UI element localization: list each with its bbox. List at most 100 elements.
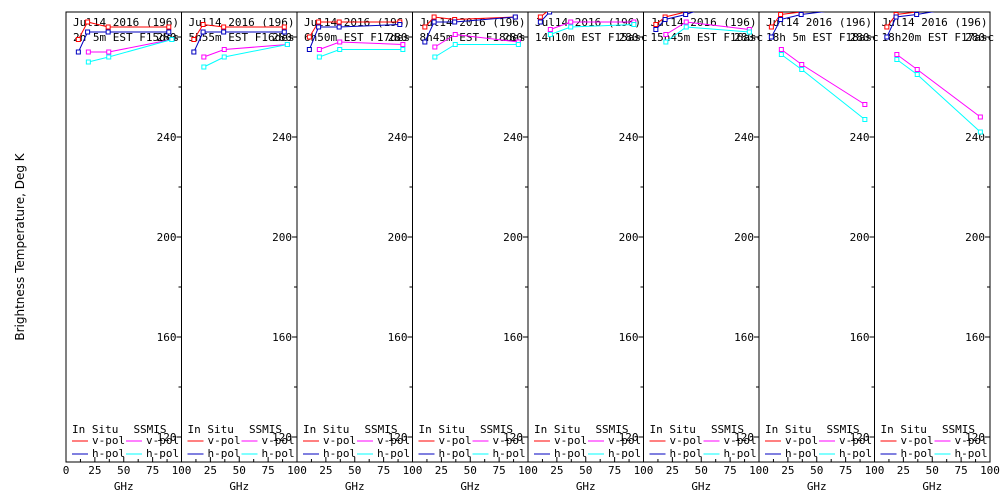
y-tick-label: 200 [734,231,754,244]
y-tick-label: 200 [965,231,985,244]
legend-label: h-pol [323,447,356,460]
panel-subtitle: 8h45m EST F18des [420,31,526,44]
legend-label: h-pol [262,447,295,460]
data-point-insitu_h [884,34,890,40]
y-axis-label: Brightness Temperature, Deg K [13,152,27,340]
data-point-ssmis_v [547,27,553,32]
y-tick-label: 120 [965,431,985,444]
series-line-insitu_h [193,31,285,53]
data-point-insitu_h [281,29,287,35]
data-point-insitu_v [221,24,227,30]
data-point-ssmis_h [432,54,438,60]
data-point-insitu_v [306,34,312,40]
y-tick-label: 120 [272,431,292,444]
data-point-ssmis_h [547,32,553,37]
legend-label: v-pol [955,434,988,447]
data-point-insitu_v [768,24,774,30]
y-tick-label: 160 [734,331,754,344]
series-line-insitu_h [308,24,400,50]
series-line-insitu_v [308,21,400,38]
data-point-insitu_h [653,27,659,32]
series-line-insitu_v [77,21,169,40]
data-point-ssmis_h [106,54,112,60]
panel-subtitle: 5h55m EST F16des [189,31,295,44]
legend-label: h-pol [955,447,988,460]
data-point-insitu_v [85,19,91,25]
x-axis-label: GHz [229,480,249,493]
x-tick-label: 75 [493,464,506,477]
x-tick-label: 75 [724,464,737,477]
y-tick-label: 160 [619,331,639,344]
data-point-ssmis_v [400,42,406,47]
x-axis-label: GHz [345,480,365,493]
y-tick-label: 160 [503,331,523,344]
series-line-ssmis_h [896,59,981,133]
data-point-ssmis_h [746,29,752,35]
data-point-insitu_v [431,14,437,20]
data-point-insitu_h [452,19,458,25]
x-tick-label: 50 [348,464,361,477]
data-point-insitu_h [397,22,403,27]
data-point-ssmis_v [85,49,91,55]
y-tick-label: 160 [850,331,870,344]
x-tick-label: 25 [435,464,448,477]
data-point-insitu_v [166,24,172,30]
y-tick-label: 120 [388,431,408,444]
data-point-ssmis_h [977,129,983,135]
data-point-ssmis_h [337,47,343,52]
data-point-insitu_h [778,17,784,22]
data-point-ssmis_v [452,32,458,37]
panel-title: Jul14 2016 (196) [882,16,988,29]
data-point-ssmis_v [683,19,689,25]
data-point-insitu_h [512,14,518,20]
x-tick-label: 100 [634,464,654,477]
series-line-insitu_h [886,12,935,38]
data-point-ssmis_v [432,44,438,50]
data-point-insitu_v [191,37,197,42]
data-point-insitu_h [166,29,172,35]
series-line-insitu_h [424,16,516,43]
legend-group-ssmis: SSMIS [364,423,397,436]
x-axis-label: GHz [460,480,480,493]
data-point-insitu_v [105,24,111,30]
data-point-ssmis_h [914,72,920,77]
data-point-insitu_h [568,5,572,9]
data-point-insitu_h [105,29,111,35]
y-tick-label: 240 [157,131,177,144]
data-point-insitu_h [547,12,553,15]
legend-label: h-pol [208,447,241,460]
y-tick-label: 200 [272,231,292,244]
legend-label: v-pol [323,434,356,447]
data-point-insitu_h [662,17,668,22]
data-point-ssmis_v [201,54,207,60]
series-line-insitu_v [424,16,516,28]
x-tick-label: 50 [926,464,939,477]
data-point-ssmis_v [106,49,112,55]
legend-label: h-pol [785,447,818,460]
data-point-insitu_v [336,19,342,25]
y-tick-label: 280 [272,31,292,44]
y-tick-label: 240 [850,131,870,144]
data-point-insitu_h [975,3,979,7]
x-tick-label: 50 [579,464,592,477]
data-point-insitu_h [914,12,920,17]
x-tick-label: 75 [955,464,968,477]
panel-subtitle: 15h45m EST F16asc [651,31,764,44]
data-point-insitu_v [568,3,572,7]
series-line-insitu_v [655,12,688,25]
y-tick-label: 160 [965,331,985,344]
legend-label: v-pol [670,434,703,447]
data-point-ssmis_v [316,47,322,52]
data-point-insitu_h [798,12,804,17]
panel-subtitle: 2h 5m EST F15des [73,31,179,44]
legend-label: v-pol [92,434,125,447]
series-line-insitu_h [77,31,169,53]
y-tick-label: 160 [157,331,177,344]
legend-group-ssmis: SSMIS [480,423,513,436]
